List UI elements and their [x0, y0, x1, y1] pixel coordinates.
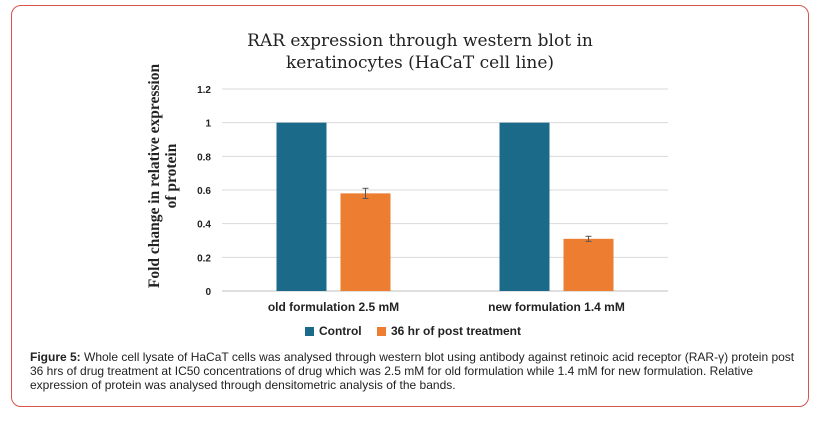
chart-title: RAR expression through western blot in k… [247, 31, 593, 73]
legend-item-control: Control [304, 324, 362, 338]
legend: Control 36 hr of post treatment [0, 324, 826, 339]
y-tick-label: 0.6 [197, 186, 211, 197]
caption-text: Whole cell lysate of HaCaT cells was ana… [30, 350, 795, 392]
y-tick-label: 0.4 [197, 220, 211, 231]
legend-label-control: Control [318, 324, 362, 338]
figure-caption: Figure 5: Whole cell lysate of HaCaT cel… [30, 350, 800, 392]
legend-item-treatment: 36 hr of post treatment [376, 324, 522, 338]
y-tick-label: 1.2 [197, 85, 211, 96]
y-tick-label: 0 [205, 287, 211, 298]
legend-swatch-control [304, 326, 314, 336]
y-tick-label: 0.2 [197, 253, 211, 264]
bar-control-0 [276, 122, 327, 292]
x-tick-label: old formulation 2.5 mM [268, 300, 399, 314]
caption-label: Figure 5: [30, 350, 81, 364]
y-tick-label: 0.8 [197, 152, 211, 163]
figure-frame [11, 5, 809, 407]
legend-swatch-treatment [376, 326, 386, 336]
legend-label-treatment: 36 hr of post treatment [390, 324, 522, 338]
y-tick-label: 1 [205, 119, 211, 130]
x-tick-label: new formulation 1.4 mM [488, 300, 625, 314]
bar-treatment-1 [563, 238, 614, 291]
bar-treatment-0 [340, 193, 391, 291]
bar-control-1 [499, 122, 550, 292]
